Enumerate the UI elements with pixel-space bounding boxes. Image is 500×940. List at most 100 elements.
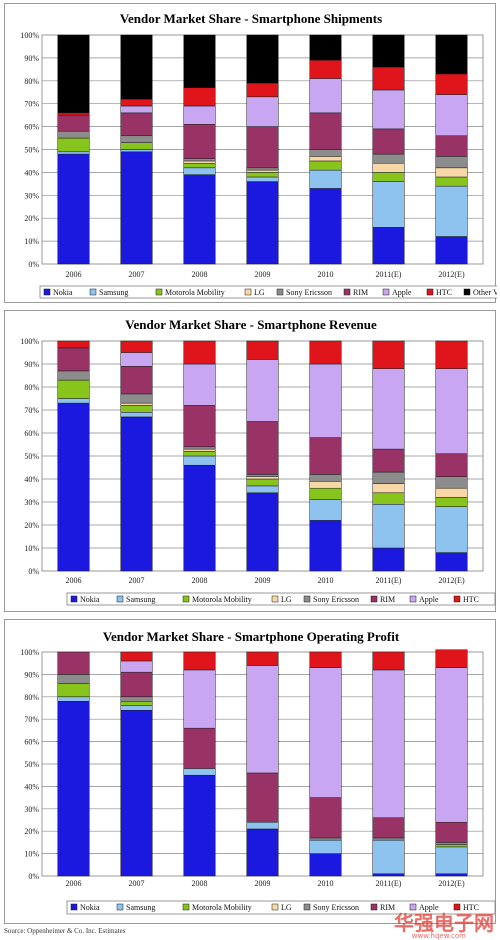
- legend-label-lg: LG: [281, 903, 292, 912]
- y-tick-label: 10%: [24, 850, 39, 859]
- bar-segment-apple-2009: [246, 96, 279, 127]
- legend-label-samsung: Samsung: [126, 903, 155, 912]
- legend-label-motorola-mobility: Motorola Mobility: [192, 595, 252, 604]
- bar-segment-motorola-mobility-2006: [57, 379, 90, 399]
- x-tick-label: 2011(E): [376, 270, 402, 279]
- y-tick-label: 50%: [24, 452, 39, 461]
- y-tick-label: 20%: [24, 214, 39, 223]
- shipments-chart-svg: Vendor Market Share - Smartphone Shipmen…: [20, 11, 497, 299]
- bar-segment-samsung-2011-e: [372, 504, 405, 549]
- legend-label-sony-ericsson: Sony Ericsson: [313, 595, 359, 604]
- bar-segment-rim-2011-e: [372, 128, 405, 155]
- x-tick-label: 2010: [318, 879, 334, 888]
- bar-segment-samsung-2007: [120, 705, 153, 711]
- legend-swatch-htc: [426, 288, 434, 296]
- x-tick-label: 2010: [318, 576, 334, 585]
- bar-segment-rim-2012-e: [435, 821, 468, 843]
- x-tick-label: 2012(E): [438, 879, 465, 888]
- bar-segment-nokia-2009: [246, 492, 279, 572]
- bar-segment-lg-2012-e: [435, 487, 468, 498]
- bar-segment-lg-2011-e: [372, 483, 405, 494]
- bar-segment-nokia-2007: [120, 709, 153, 877]
- bar-segment-apple-2010: [309, 363, 342, 438]
- bar-segment-htc-2007: [120, 651, 153, 662]
- legend: [66, 592, 496, 606]
- bar-segment-sony-ericsson-2012-e: [435, 476, 468, 489]
- legend-swatch-lg: [271, 903, 279, 911]
- bar-segment-htc-2010: [309, 59, 342, 79]
- bar-segment-lg-2009: [246, 169, 279, 173]
- bar-segment-rim-2006: [57, 651, 90, 675]
- bar-segment-lg-2008: [183, 448, 216, 452]
- legend-label-samsung: Samsung: [99, 288, 128, 297]
- bar-segment-nokia-2008: [183, 464, 216, 572]
- bar-segment-sony-ericsson-2008: [183, 446, 216, 450]
- bar-segment-rim-2011-e: [372, 448, 405, 473]
- bar-segment-nokia-2010: [309, 853, 342, 877]
- bar-segment-motorola-mobility-2012-e: [435, 497, 468, 507]
- bar-segment-apple-2007: [120, 105, 153, 114]
- bar-segment-apple-2012-e: [435, 667, 468, 823]
- bar-segment-other-vendors-2008: [183, 34, 216, 88]
- bar-segment-apple-2008: [183, 105, 216, 125]
- bar-segment-htc-2012-e: [435, 340, 468, 369]
- bar-segment-sony-ericsson-2007: [120, 393, 153, 404]
- bar-segment-motorola-mobility-2010: [309, 160, 342, 171]
- bar-segment-samsung-2007: [120, 149, 153, 153]
- bar-segment-apple-2011-e: [372, 368, 405, 450]
- bar-segment-sony-ericsson-2007: [120, 135, 153, 143]
- y-tick-label: 70%: [24, 715, 39, 724]
- x-tick-label: 2008: [192, 270, 208, 279]
- x-tick-label: 2008: [192, 576, 208, 585]
- legend-label-rim: RIM: [353, 288, 368, 297]
- bar-segment-sony-ericsson-2008: [183, 158, 216, 162]
- bar-segment-nokia-2011-e: [372, 227, 405, 265]
- bar-segment-htc-2009: [246, 340, 279, 360]
- y-tick-label: 60%: [24, 123, 39, 132]
- bar-segment-apple-2012-e: [435, 94, 468, 137]
- bar-segment-htc-2011-e: [372, 66, 405, 91]
- bar-segment-htc-2006: [57, 340, 90, 349]
- bar-segment-rim-2007: [120, 366, 153, 395]
- chart-panel-operating-profit: Vendor Market Share - Smartphone Operati…: [4, 619, 496, 924]
- bar-segment-apple-2008: [183, 363, 216, 406]
- bar-segment-rim-2006: [57, 347, 90, 372]
- bar-segment-motorola-mobility-2006: [57, 683, 90, 698]
- x-tick-label: 2009: [255, 270, 271, 279]
- bar-segment-apple-2012-e: [435, 368, 468, 454]
- legend-swatch-sony-ericsson: [276, 288, 284, 296]
- y-tick-label: 50%: [24, 760, 39, 769]
- bar-segment-rim-2009: [246, 126, 279, 169]
- bar-segment-apple-2011-e: [372, 669, 405, 819]
- y-tick-label: 100%: [20, 31, 39, 40]
- bar-segment-apple-2009: [246, 665, 279, 774]
- bar-segment-motorola-mobility-2011-e: [372, 492, 405, 505]
- bar-segment-htc-2008: [183, 87, 216, 107]
- legend-label-apple: Apple: [419, 903, 439, 912]
- bar-segment-sony-ericsson-2006: [57, 370, 90, 381]
- bar-segment-motorola-mobility-2008: [183, 451, 216, 457]
- bar-segment-samsung-2009: [246, 821, 279, 830]
- y-tick-label: 30%: [24, 498, 39, 507]
- legend-swatch-nokia: [43, 288, 51, 296]
- bar-segment-nokia-2008: [183, 774, 216, 877]
- bar-segment-other-vendors-2010: [309, 34, 342, 61]
- x-tick-label: 2012(E): [438, 270, 465, 279]
- bar-segment-htc-2009: [246, 651, 279, 666]
- bar-segment-htc-2007: [120, 98, 153, 107]
- bar-segment-sony-ericsson-2009: [246, 474, 279, 477]
- x-tick-label: 2012(E): [438, 576, 465, 585]
- operating-profit-chart-svg: Vendor Market Share - Smartphone Operati…: [20, 629, 496, 915]
- y-tick-label: 40%: [24, 168, 39, 177]
- bar-segment-sony-ericsson-2010: [309, 837, 342, 841]
- bar-segment-rim-2008: [183, 727, 216, 769]
- bar-segment-motorola-mobility-2007: [120, 142, 153, 150]
- y-tick-label: 0%: [28, 567, 39, 576]
- bar-segment-samsung-2011-e: [372, 181, 405, 228]
- legend-swatch-rim: [343, 288, 351, 296]
- bar-segment-samsung-2012-e: [435, 846, 468, 875]
- bar-segment-lg-2011-e: [372, 162, 405, 173]
- chart-title: Vendor Market Share - Smartphone Shipmen…: [120, 11, 382, 26]
- bar-segment-motorola-mobility-2012-e: [435, 844, 468, 848]
- bar-segment-samsung-2008: [183, 768, 216, 776]
